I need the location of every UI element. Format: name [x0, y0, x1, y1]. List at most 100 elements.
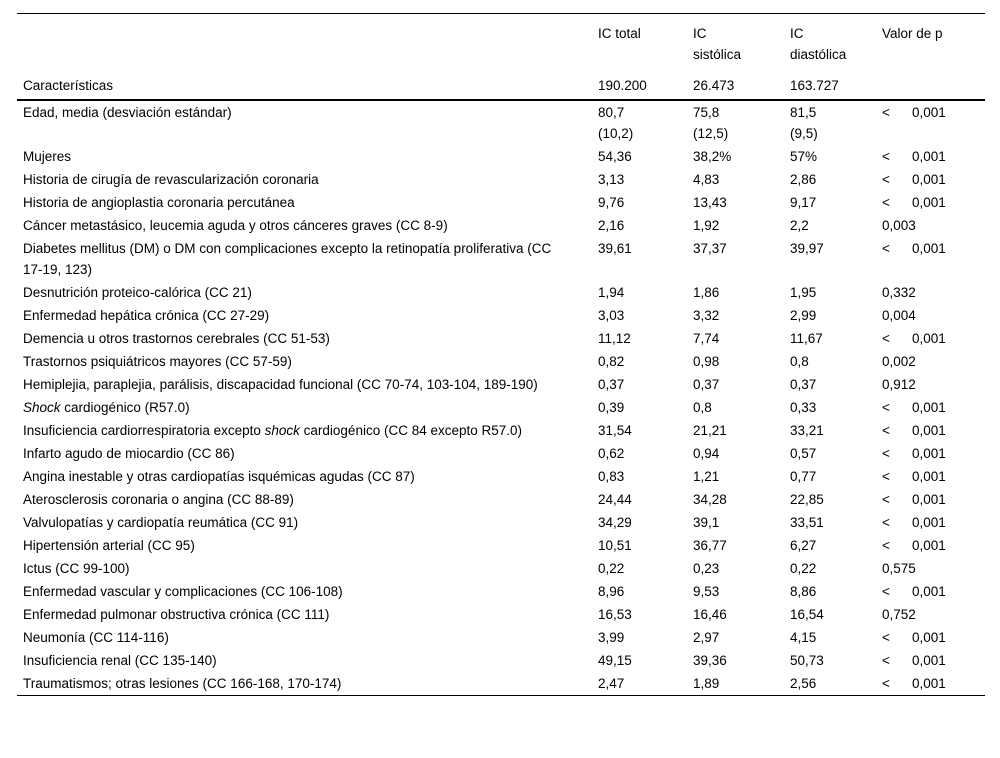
table-row: Mujeres 54,36 38,2% 57% <0,001 — [17, 145, 985, 168]
row-label-part: Historia de angioplastia coronaria percu… — [23, 195, 295, 210]
table-row: Hipertensión arterial (CC 95) 10,51 36,77 6… — [17, 534, 985, 557]
cell-ic-diastolica: 0,33 — [790, 400, 817, 415]
less-than-sign: < — [882, 469, 890, 484]
p-value: 0,001 — [912, 446, 946, 461]
row-label-part: Enfermedad vascular y complicaciones (CC… — [23, 584, 343, 599]
cell-ic-total: 0,37 — [598, 377, 625, 392]
p-value: 0,001 — [912, 630, 946, 645]
p-value: 0,001 — [912, 653, 946, 668]
table-row: Edad, media (desviación estándar) 80,7 (1… — [17, 100, 985, 145]
cell-p-value: 0,002 — [882, 350, 985, 373]
less-than-sign: < — [882, 538, 890, 553]
header-caracteristicas: Características — [23, 78, 114, 93]
less-than-sign: < — [882, 195, 890, 210]
row-label-part: cardiogénico (R57.0) — [60, 400, 190, 415]
row-label: Enfermedad vascular y complicaciones (CC… — [17, 580, 598, 603]
p-value: 0,752 — [882, 607, 916, 622]
cell-ic-sistolica: 39,36 — [693, 653, 727, 668]
header-spacer — [17, 14, 598, 67]
cell-ic-sistolica: 4,83 — [693, 172, 720, 187]
cell-p-value: <0,001 — [882, 191, 985, 214]
cell-p-value: <0,001 — [882, 649, 985, 672]
cell-ic-total: 24,44 — [598, 492, 632, 507]
cell-ic-total: 54,36 — [598, 149, 632, 164]
p-value: 0,001 — [912, 400, 946, 415]
cell-ic-sistolica: 0,8 — [693, 400, 712, 415]
row-label-part: Desnutrición proteico-calórica (CC 21) — [23, 285, 252, 300]
p-value: 0,575 — [882, 561, 916, 576]
row-label-part: Angina inestable y otras cardiopatías is… — [23, 469, 415, 484]
characteristics-table: IC total IC sistólica IC diastólica Valo… — [17, 13, 985, 696]
cell-p-value: 0,004 — [882, 304, 985, 327]
cell-ic-sistolica: 34,28 — [693, 492, 727, 507]
cell-ic-total: 0,22 — [598, 561, 625, 576]
cell-ic-sistolica: 1,21 — [693, 469, 720, 484]
row-label-part: Enfermedad pulmonar obstructiva crónica … — [23, 607, 330, 622]
table-row: Enfermedad hepática crónica (CC 27-29) 3,… — [17, 304, 985, 327]
cell-ic-total: 2,47 — [598, 676, 625, 691]
table-row: Traumatismos; otras lesiones (CC 166-168… — [17, 672, 985, 696]
row-label-part: Infarto agudo de miocardio (CC 86) — [23, 446, 235, 461]
table-row: Desnutrición proteico-calórica (CC 21) 1,… — [17, 281, 985, 304]
p-value: 0,001 — [912, 195, 946, 210]
cell-ic-diastolica: 33,21 — [790, 423, 824, 438]
cell-ic-sistolica: 1,89 — [693, 676, 720, 691]
cell-p-value: 0,332 — [882, 281, 985, 304]
cell-ic-diastolica: 1,95 — [790, 285, 817, 300]
less-than-sign: < — [882, 630, 890, 645]
cell-ic-diastolica: 4,15 — [790, 630, 817, 645]
p-value: 0,001 — [912, 331, 946, 346]
less-than-sign: < — [882, 492, 890, 507]
count-ic-sistolica: 26.473 — [693, 78, 735, 93]
cell-ic-sistolica: 3,32 — [693, 308, 720, 323]
p-value: 0,001 — [912, 492, 946, 507]
cell-ic-diastolica: 2,56 — [790, 676, 817, 691]
cell-ic-diastolica: 2,86 — [790, 172, 817, 187]
p-value: 0,001 — [912, 515, 946, 530]
cell-ic-total: 0,83 — [598, 469, 625, 484]
cell-ic-sistolica: 1,92 — [693, 218, 720, 233]
p-value: 0,912 — [882, 377, 916, 392]
cell-ic-diastolica: 2,99 — [790, 308, 817, 323]
table-row: Trastornos psiquiátricos mayores (CC 57-… — [17, 350, 985, 373]
cell-ic-sistolica: 0,98 — [693, 354, 720, 369]
table-row: Enfermedad vascular y complicaciones (CC… — [17, 580, 985, 603]
cell-ic-total: 3,13 — [598, 172, 625, 187]
characteristics-table-container: IC total IC sistólica IC diastólica Valo… — [17, 13, 985, 696]
p-value: 0,001 — [912, 538, 946, 553]
cell-ic-total: 49,15 — [598, 653, 632, 668]
row-label: Edad, media (desviación estándar) — [17, 100, 598, 145]
cell-ic-sistolica: 37,37 — [693, 241, 727, 256]
row-label: Insuficiencia renal (CC 135-140) — [17, 649, 598, 672]
row-label: Valvulopatías y cardiopatía reumática (C… — [17, 511, 598, 534]
p-value: 0,004 — [882, 308, 916, 323]
p-value: 0,001 — [912, 584, 946, 599]
table-row: Enfermedad pulmonar obstructiva crónica … — [17, 603, 985, 626]
cell-ic-sistolica: 0,23 — [693, 561, 720, 576]
cell-p-value: <0,001 — [882, 145, 985, 168]
cell-ic-diastolica: 57% — [790, 149, 818, 164]
less-than-sign: < — [882, 400, 890, 415]
cell-p-value: <0,001 — [882, 396, 985, 419]
row-label: Desnutrición proteico-calórica (CC 21) — [17, 281, 598, 304]
table-row: Insuficiencia cardiorrespiratoria except… — [17, 419, 985, 442]
less-than-sign: < — [882, 241, 890, 256]
table-body: Edad, media (desviación estándar) 80,7 (1… — [17, 100, 985, 696]
cell-ic-total: 16,53 — [598, 607, 632, 622]
row-label-part: Neumonía (CC 114-116) — [23, 630, 169, 645]
cell-p-value: <0,001 — [882, 442, 985, 465]
cell-p-value: <0,001 — [882, 465, 985, 488]
cell-p-value: <0,001 — [882, 327, 985, 350]
p-value: 0,001 — [912, 172, 946, 187]
cell-p-value: <0,001 — [882, 580, 985, 603]
cell-p-value: 0,912 — [882, 373, 985, 396]
row-label: Trastornos psiquiátricos mayores (CC 57-… — [17, 350, 598, 373]
cell-ic-total: 0,62 — [598, 446, 625, 461]
p-value: 0,001 — [912, 105, 946, 120]
row-label-italic-part: shock — [264, 423, 300, 438]
table-row: Neumonía (CC 114-116) 3,99 2,97 4,15 <0,001 — [17, 626, 985, 649]
cell-ic-diastolica: 0,77 — [790, 469, 817, 484]
table-row: Valvulopatías y cardiopatía reumática (C… — [17, 511, 985, 534]
cell-ic-total: 3,99 — [598, 630, 625, 645]
cell-ic-sistolica: 9,53 — [693, 584, 720, 599]
